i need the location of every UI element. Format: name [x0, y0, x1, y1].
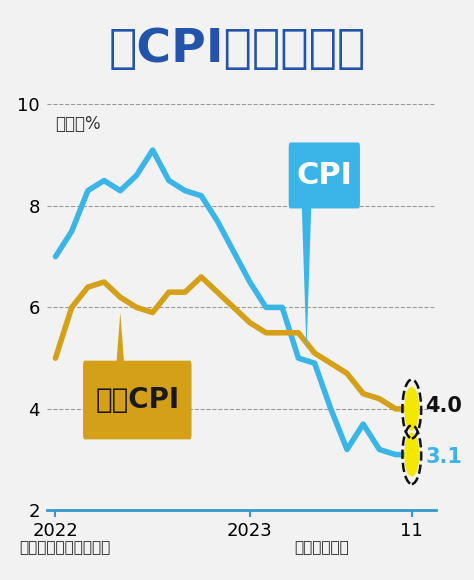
Text: 繪圖：王英嵐: 繪圖：王英嵐: [294, 541, 349, 556]
Polygon shape: [301, 204, 311, 350]
FancyBboxPatch shape: [83, 361, 191, 440]
Circle shape: [405, 433, 419, 476]
Text: 美CPI年增率變化: 美CPI年增率變化: [109, 27, 365, 72]
Text: 單位：%: 單位：%: [55, 115, 101, 133]
Text: CPI: CPI: [296, 161, 352, 190]
Polygon shape: [116, 313, 124, 366]
FancyBboxPatch shape: [289, 143, 360, 208]
Text: 3.1: 3.1: [426, 447, 463, 467]
Text: 資料來源：美國勞工部: 資料來源：美國勞工部: [19, 541, 110, 556]
Text: 核心CPI: 核心CPI: [95, 386, 179, 414]
Text: 4.0: 4.0: [426, 396, 463, 416]
Circle shape: [405, 387, 419, 430]
